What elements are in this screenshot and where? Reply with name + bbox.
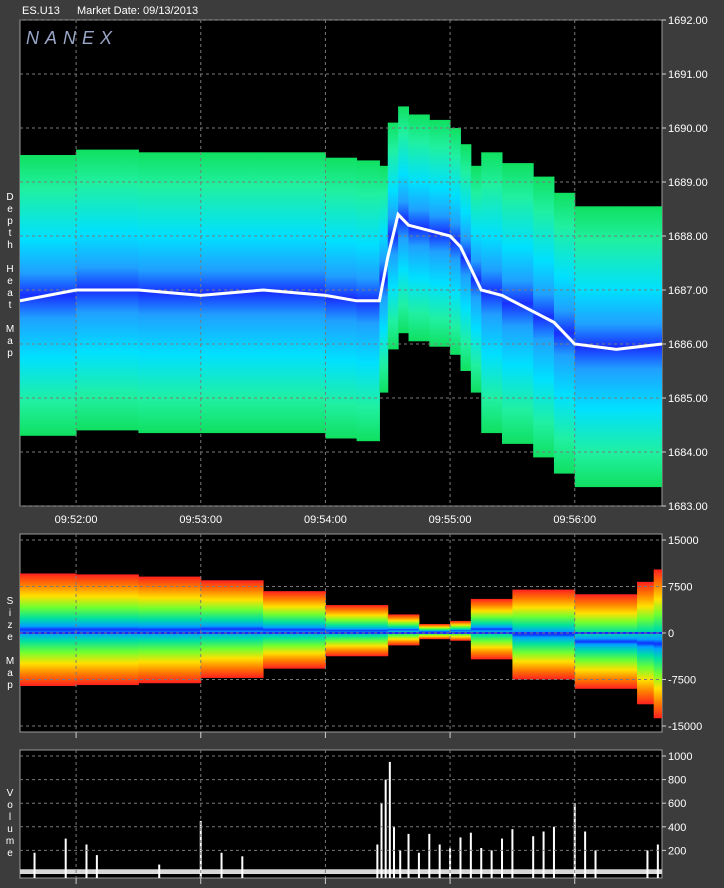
volume-bar (532, 836, 535, 878)
size-band-segment (470, 598, 513, 660)
size-band-segment (200, 580, 264, 678)
size-band-segment (574, 594, 638, 689)
volume-bar (594, 850, 597, 878)
volume-bar (459, 837, 462, 878)
volume-bar (85, 844, 88, 878)
x-tick-label: 09:53:00 (179, 514, 222, 526)
y-tick-label: 1686.00 (668, 339, 708, 351)
volume-bar (501, 838, 504, 878)
volume-bar (646, 850, 649, 878)
price-line (20, 211, 662, 351)
volume-bar (584, 831, 587, 878)
size-band-segment (387, 614, 420, 646)
y-tick-label: -7500 (668, 675, 696, 687)
size-band-segment (418, 624, 451, 640)
volume-bar (417, 852, 420, 878)
volume-bar (392, 826, 395, 878)
volume-bar (158, 864, 161, 878)
size-band-segment (450, 620, 472, 641)
y-tick-label: 1690.00 (668, 123, 708, 135)
y-tick-label: 200 (668, 845, 686, 857)
y-tick-label: 1683.00 (668, 501, 708, 513)
x-tick-label: 09:54:00 (304, 514, 347, 526)
y-tick-label: 15000 (668, 535, 699, 547)
y-tick-label: -15000 (668, 721, 702, 733)
y-tick-label: 1689.00 (668, 177, 708, 189)
volume-bar (384, 779, 387, 878)
size-band-segment (138, 576, 202, 684)
volume-bar (449, 848, 452, 878)
y-tick-label: 1685.00 (668, 393, 708, 405)
volume-bar (220, 852, 223, 878)
volume-bar (469, 832, 472, 878)
volume-bar (407, 833, 410, 878)
size-band-segment (76, 574, 139, 686)
volume-bar (199, 820, 202, 878)
y-tick-label: 600 (668, 798, 686, 810)
volume-bar (552, 826, 555, 878)
size-band-segment (512, 589, 576, 680)
y-tick-label: 1000 (668, 751, 692, 763)
x-tick-label: 09:55:00 (429, 514, 472, 526)
volume-bar (399, 850, 402, 878)
volume-bar (376, 844, 379, 878)
y-tick-label: 7500 (668, 582, 692, 594)
volume-bar (33, 852, 36, 878)
volume-bar (511, 829, 514, 878)
y-tick-label: 1692.00 (668, 15, 708, 27)
size-band-segment (20, 573, 77, 687)
size-band-segment (653, 569, 662, 719)
y-tick-label: 0 (668, 628, 674, 640)
y-tick-label: 400 (668, 822, 686, 834)
volume-panel (19, 749, 663, 879)
volume-bar (490, 850, 493, 878)
size-band-segment (325, 605, 389, 657)
size-band-segment (637, 581, 655, 705)
volume-bar (542, 831, 545, 878)
volume-bar (64, 838, 67, 878)
x-tick-label: 09:56:00 (553, 514, 596, 526)
volume-bar (438, 844, 441, 878)
y-tick-label: 1691.00 (668, 69, 708, 81)
volume-bar (95, 855, 98, 878)
x-tick-label: 09:52:00 (55, 514, 98, 526)
y-tick-label: 1684.00 (668, 447, 708, 459)
y-tick-label: 1688.00 (668, 231, 708, 243)
volume-bar (380, 803, 383, 878)
volume-bar (656, 844, 659, 878)
symbol-label: ES.U13 (22, 5, 60, 17)
volume-bar (480, 848, 483, 878)
y-tick-label: 1687.00 (668, 285, 708, 297)
y-tick-label: 800 (668, 775, 686, 787)
market-date-label: Market Date: 09/13/2013 (77, 5, 199, 17)
volume-bar (388, 761, 391, 878)
nanex-watermark: NANEX (26, 28, 118, 48)
size-band-segment (263, 591, 326, 669)
volume-bar (428, 833, 431, 878)
volume-bar (241, 856, 244, 878)
volume-baseline (20, 869, 662, 874)
